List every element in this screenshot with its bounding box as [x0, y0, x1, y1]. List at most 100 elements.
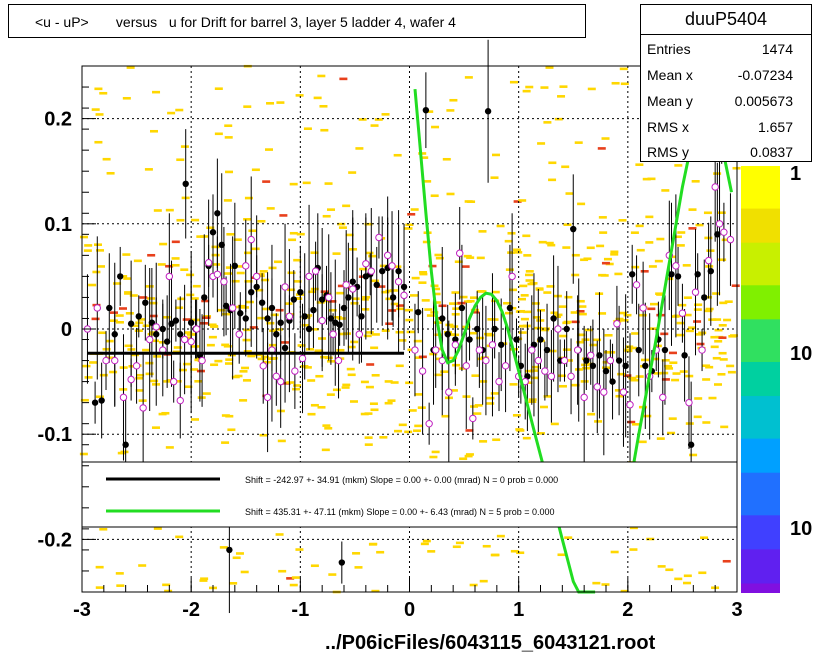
histogram-cell	[648, 265, 657, 268]
histogram-cell	[227, 428, 236, 432]
histogram-cell	[249, 326, 258, 329]
data-point-open	[276, 377, 285, 386]
histogram-cell	[404, 227, 413, 230]
histogram-cell	[260, 355, 269, 359]
histogram-cell	[257, 357, 266, 361]
histogram-cell	[239, 399, 248, 402]
histogram-cell	[426, 314, 435, 317]
histogram-cell	[676, 333, 685, 337]
histogram-cell	[186, 293, 195, 297]
colorbar-label: 10	[790, 518, 812, 540]
histogram-cell	[371, 333, 380, 336]
histogram-cell	[714, 339, 723, 343]
data-point	[290, 296, 297, 303]
legend-box	[81, 461, 738, 528]
histogram-cell	[700, 536, 709, 540]
histogram-cell	[231, 279, 240, 283]
data-point-open	[305, 272, 313, 281]
data-point-open	[119, 393, 128, 402]
histogram-cell	[528, 398, 537, 401]
histogram-cell	[543, 121, 552, 124]
histogram-cell	[523, 310, 532, 314]
histogram-cell	[432, 292, 441, 296]
colorbar-cell	[741, 506, 780, 517]
histogram-cell	[614, 272, 623, 276]
data-point-open	[298, 354, 307, 363]
histogram-cell	[631, 332, 640, 335]
histogram-cell	[364, 443, 373, 446]
data-point	[491, 325, 498, 333]
histogram-cell	[359, 267, 368, 271]
histogram-cell	[683, 296, 692, 299]
data-point-open	[445, 388, 453, 396]
histogram-cell	[221, 441, 230, 444]
histogram-cell	[604, 333, 613, 337]
histogram-cell	[564, 295, 573, 299]
histogram-cell	[473, 412, 482, 415]
histogram-cell	[507, 231, 516, 235]
histogram-cell	[348, 171, 357, 174]
histogram-cell	[266, 321, 275, 325]
histogram-cell	[490, 392, 499, 395]
histogram-cell	[268, 343, 277, 347]
histogram-cell	[620, 589, 629, 593]
histogram-cell	[396, 304, 405, 307]
histogram-cell	[689, 453, 698, 457]
histogram-cell	[149, 301, 158, 305]
histogram-cell	[210, 325, 219, 328]
histogram-cell	[147, 297, 156, 300]
histogram-cell	[611, 81, 620, 85]
histogram-cell	[221, 414, 230, 417]
histogram-cell	[371, 373, 380, 377]
histogram-cell	[208, 335, 217, 339]
data-point-open	[176, 396, 184, 405]
histogram-cell	[418, 281, 427, 284]
histogram-cell	[601, 137, 610, 140]
histogram-cell	[459, 295, 468, 299]
histogram-cell	[244, 280, 253, 283]
histogram-cell	[513, 200, 522, 203]
histogram-cell	[636, 248, 645, 252]
histogram-cell	[245, 300, 254, 304]
histogram-cell	[235, 265, 244, 268]
colorbar-cell	[741, 566, 780, 576]
histogram-cell	[227, 353, 236, 357]
histogram-cell	[175, 535, 184, 539]
histogram-cell	[552, 315, 561, 319]
histogram-cell	[266, 207, 275, 210]
histogram-cell	[226, 232, 235, 236]
histogram-cell	[175, 108, 184, 112]
data-point-open	[367, 267, 375, 275]
histogram-cell	[247, 354, 256, 358]
histogram-cell	[130, 324, 139, 328]
histogram-cell	[708, 396, 717, 400]
histogram-cell	[292, 387, 301, 391]
histogram-cell	[178, 368, 187, 372]
histogram-cell	[255, 288, 264, 292]
histogram-cell	[422, 539, 431, 543]
colorbar-cell	[741, 217, 780, 227]
histogram-cell	[295, 548, 304, 551]
histogram-cell	[346, 367, 355, 371]
data-point	[524, 373, 531, 380]
histogram-cell	[585, 362, 594, 366]
histogram-cell	[471, 310, 480, 314]
data-point	[222, 302, 230, 310]
histogram-cell	[251, 247, 260, 251]
histogram-cell	[186, 332, 195, 336]
histogram-cell	[124, 344, 133, 348]
data-point-open	[720, 228, 728, 236]
histogram-cell	[304, 314, 313, 317]
histogram-cell	[516, 309, 525, 313]
histogram-cell	[581, 338, 590, 341]
data-point-open	[678, 309, 687, 317]
histogram-cell	[338, 332, 347, 336]
histogram-cell	[144, 168, 153, 171]
data-point-open	[318, 316, 326, 325]
histogram-cell	[393, 429, 402, 433]
histogram-cell	[577, 333, 586, 337]
histogram-cell	[418, 152, 427, 155]
histogram-cell	[332, 252, 341, 255]
histogram-cell	[507, 251, 516, 254]
histogram-cell	[244, 251, 253, 255]
